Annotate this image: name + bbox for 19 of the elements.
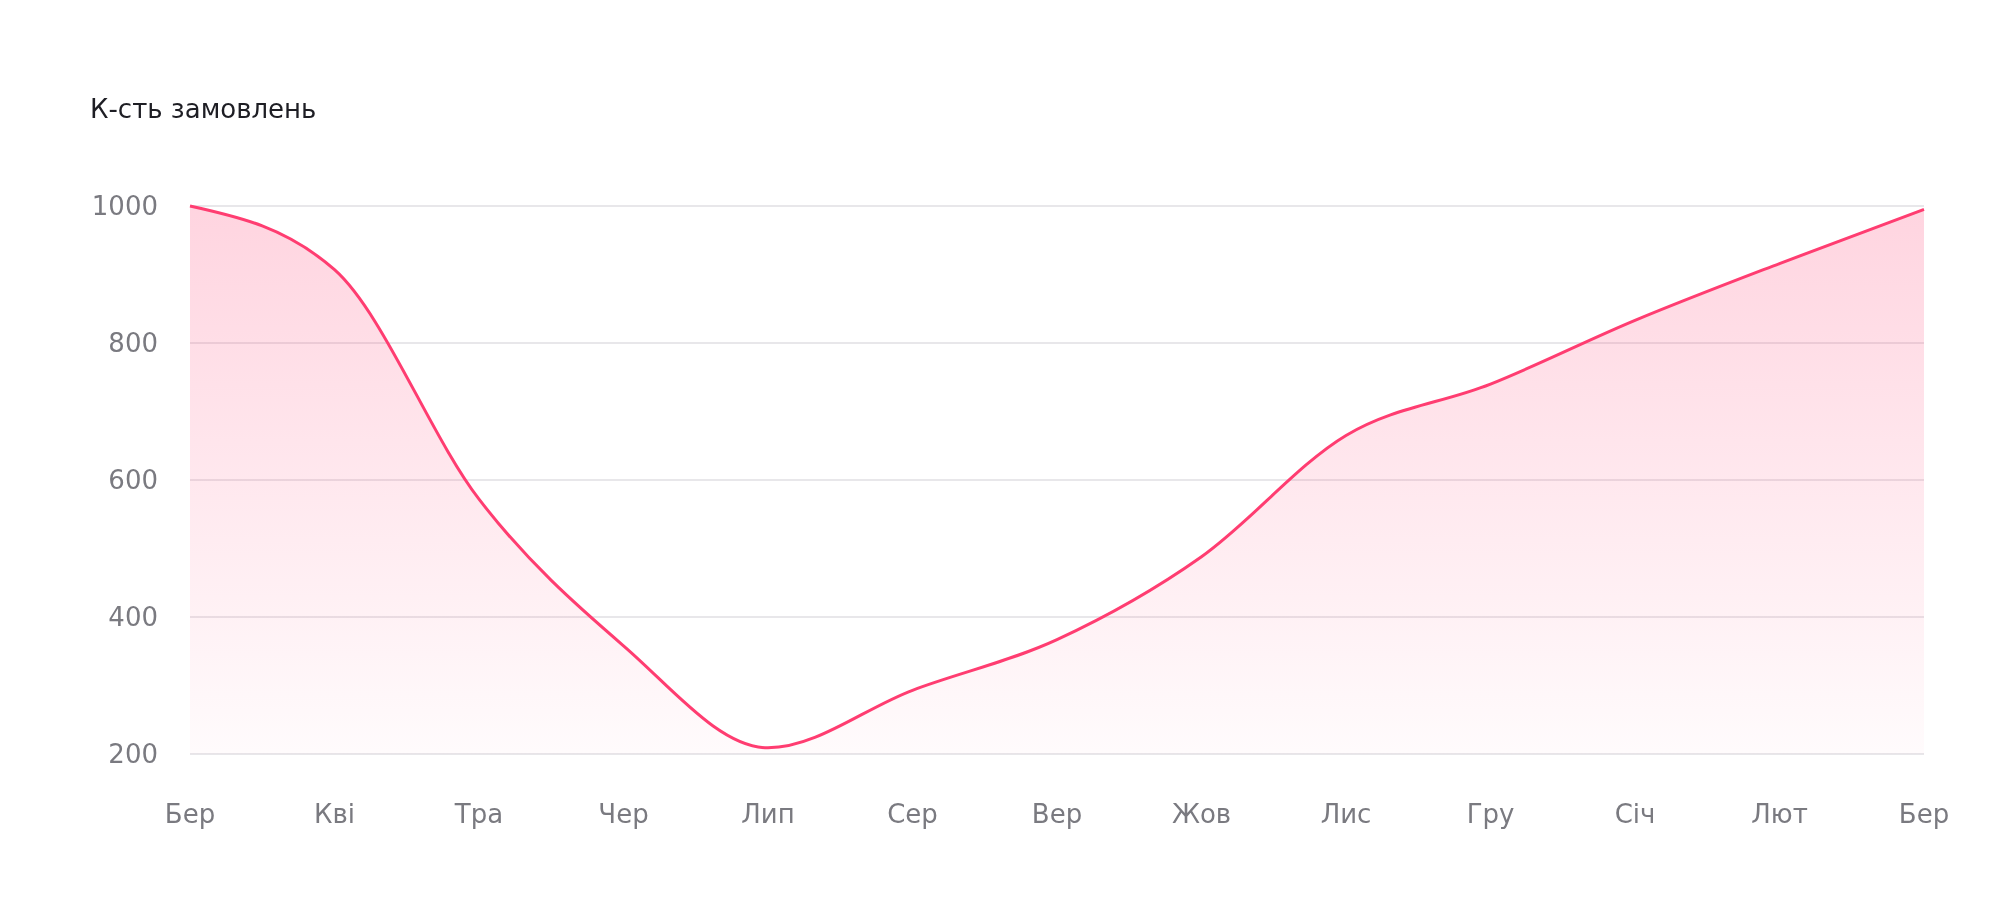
x-tick-label: Жов (1171, 799, 1232, 829)
x-tick-label: Гру (1466, 799, 1515, 829)
x-tick-label: Сер (887, 799, 938, 829)
x-tick-label: Бер (1898, 799, 1950, 829)
y-tick-label: 1000 (91, 191, 158, 222)
x-tick-label: Лют (1751, 799, 1808, 829)
x-tick-label: Чер (598, 799, 649, 829)
x-tick-label: Лис (1320, 799, 1372, 829)
y-tick-label: 600 (108, 465, 158, 496)
x-tick-label: Бер (164, 799, 216, 829)
x-tick-label: Тра (453, 799, 504, 829)
y-tick-label: 200 (108, 739, 158, 770)
y-tick-label: 800 (108, 328, 158, 359)
x-tick-label: Лип (741, 799, 795, 829)
x-tick-label: Кві (313, 799, 356, 829)
x-tick-label: Вер (1031, 799, 1083, 829)
x-tick-label: Січ (1614, 799, 1656, 829)
y-tick-label: 400 (108, 602, 158, 633)
y-axis-title: К-сть замовлень (90, 94, 317, 124)
